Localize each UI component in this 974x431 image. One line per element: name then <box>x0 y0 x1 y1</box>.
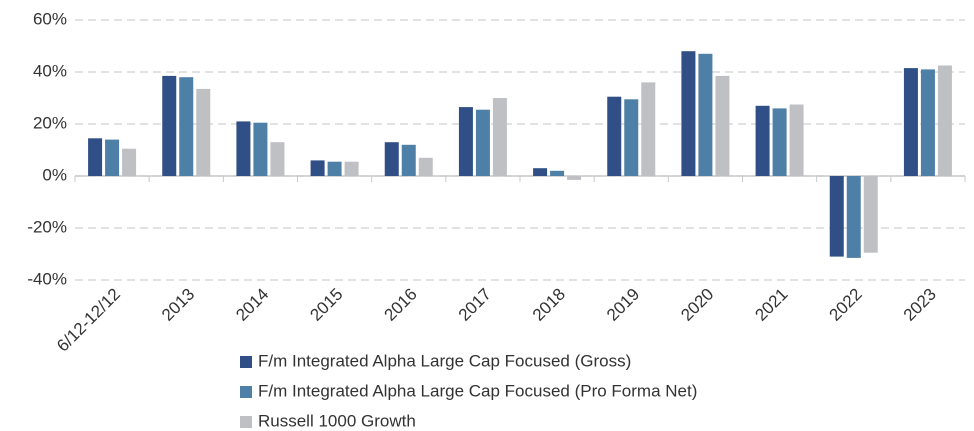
x-tick-label: 2019 <box>603 285 643 325</box>
bar <box>344 161 359 176</box>
bar <box>196 88 211 176</box>
bar <box>475 109 490 176</box>
bar <box>772 108 787 176</box>
bar <box>418 157 433 176</box>
legend-label: Russell 1000 Growth <box>258 411 416 430</box>
bar <box>162 75 177 176</box>
bar <box>492 98 507 176</box>
legend-swatch <box>240 386 252 398</box>
bar <box>641 82 656 176</box>
bar <box>270 142 285 176</box>
y-tick-label: -40% <box>27 269 67 288</box>
legend-label: F/m Integrated Alpha Large Cap Focused (… <box>258 351 631 370</box>
x-tick-label: 2014 <box>232 285 272 325</box>
bar <box>829 176 844 257</box>
bar <box>681 51 696 177</box>
x-tick-label: 2016 <box>381 285 421 325</box>
bar <box>698 53 713 176</box>
bar <box>607 96 622 176</box>
x-tick-label: 2023 <box>900 285 940 325</box>
bar <box>715 75 730 176</box>
x-tick-label: 2021 <box>751 285 791 325</box>
x-tick-label: 2018 <box>529 285 569 325</box>
bar <box>310 160 325 176</box>
y-tick-label: 60% <box>33 9 67 28</box>
bar <box>863 176 878 253</box>
bar <box>401 144 416 176</box>
y-tick-label: 20% <box>33 113 67 132</box>
bar <box>903 68 918 176</box>
bar <box>236 121 251 176</box>
y-tick-label: 0% <box>42 165 67 184</box>
bar <box>253 122 268 176</box>
bar <box>122 148 137 176</box>
y-tick-label: 40% <box>33 61 67 80</box>
bar <box>384 142 399 176</box>
bar <box>327 161 342 176</box>
y-tick-label: -20% <box>27 217 67 236</box>
bar <box>105 139 120 176</box>
bar <box>458 107 473 176</box>
bar <box>88 138 103 176</box>
bar <box>846 176 861 258</box>
bar <box>937 65 952 176</box>
legend-swatch <box>240 416 252 428</box>
x-tick-label: 6/12-12/12 <box>53 285 124 356</box>
x-tick-label: 2020 <box>677 285 717 325</box>
x-tick-label: 2022 <box>826 285 866 325</box>
x-tick-label: 2015 <box>306 285 346 325</box>
bar <box>755 105 770 176</box>
legend-swatch <box>240 356 252 368</box>
legend-label: F/m Integrated Alpha Large Cap Focused (… <box>258 381 697 400</box>
bar <box>789 104 804 176</box>
bar <box>920 69 935 176</box>
bar <box>624 99 639 176</box>
x-tick-label: 2017 <box>455 285 495 325</box>
bar <box>179 77 194 176</box>
bar <box>533 168 548 176</box>
bar <box>567 176 582 180</box>
bar <box>550 170 565 176</box>
x-tick-label: 2013 <box>158 285 198 325</box>
